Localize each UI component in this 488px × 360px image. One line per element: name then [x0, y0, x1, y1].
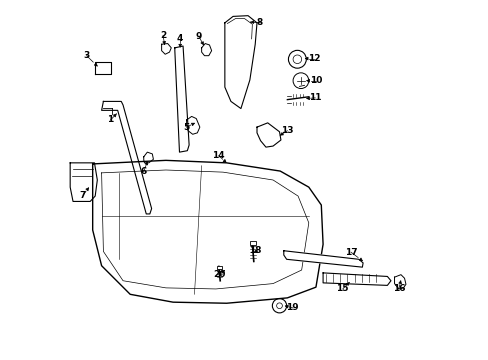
- Text: 16: 16: [392, 284, 404, 293]
- Polygon shape: [93, 160, 323, 303]
- Text: 18: 18: [248, 246, 261, 255]
- Text: 14: 14: [212, 151, 224, 160]
- Text: 20: 20: [213, 270, 225, 279]
- Polygon shape: [283, 251, 363, 267]
- Text: 17: 17: [344, 248, 357, 257]
- Text: 7: 7: [80, 190, 86, 199]
- Polygon shape: [257, 123, 281, 147]
- Text: 2: 2: [160, 31, 166, 40]
- Text: 13: 13: [281, 126, 293, 135]
- Text: 5: 5: [183, 123, 189, 132]
- Polygon shape: [323, 273, 390, 285]
- Text: 12: 12: [307, 54, 320, 63]
- Text: 6: 6: [141, 167, 146, 176]
- Text: 19: 19: [286, 303, 299, 312]
- Bar: [250, 242, 255, 245]
- Text: 9: 9: [195, 32, 202, 41]
- Polygon shape: [95, 62, 111, 73]
- Bar: [216, 266, 222, 269]
- Polygon shape: [175, 46, 189, 152]
- Text: 4: 4: [177, 35, 183, 44]
- Text: 10: 10: [309, 76, 322, 85]
- Text: 15: 15: [336, 284, 348, 293]
- Polygon shape: [224, 16, 257, 109]
- Text: 8: 8: [256, 18, 262, 27]
- Polygon shape: [102, 102, 151, 214]
- Text: 11: 11: [308, 93, 321, 102]
- Text: 3: 3: [83, 51, 90, 60]
- Text: 1: 1: [107, 116, 113, 125]
- Polygon shape: [70, 163, 97, 202]
